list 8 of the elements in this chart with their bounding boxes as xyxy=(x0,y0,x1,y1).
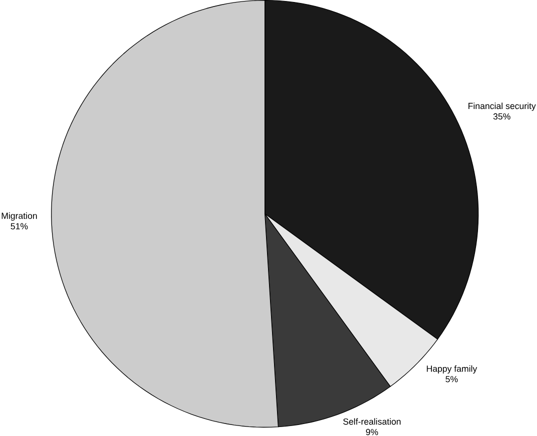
data-label: 9% xyxy=(366,428,378,436)
data-label: 35% xyxy=(493,113,510,120)
slice-label: Happy family xyxy=(426,365,478,374)
slice-label: Financial security xyxy=(468,102,536,111)
slice-label: Migration xyxy=(2,212,37,221)
data-label: 51% xyxy=(10,223,28,230)
data-label: 5% xyxy=(446,376,458,382)
slice-label: Self-realisation xyxy=(343,418,401,425)
